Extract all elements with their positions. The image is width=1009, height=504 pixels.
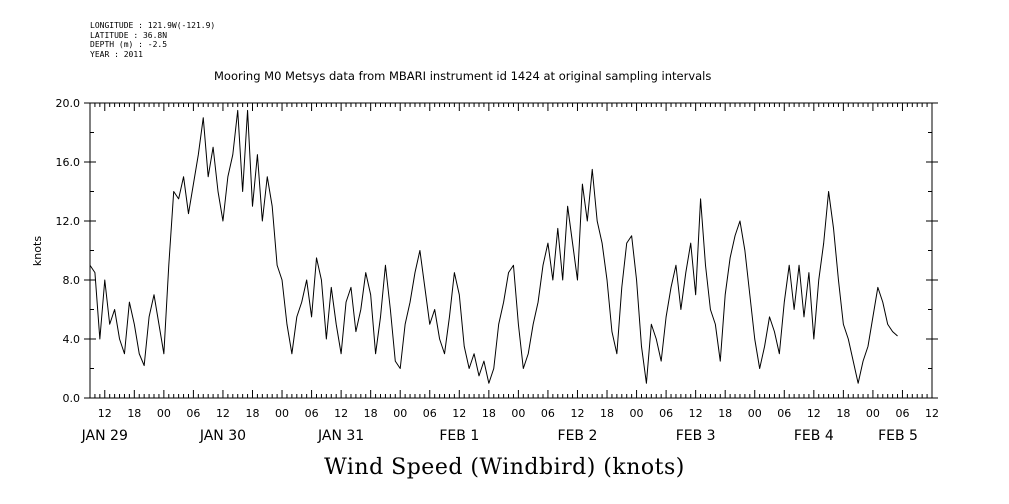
x-hour-label: 12 <box>689 407 703 420</box>
x-hour-label: 06 <box>186 407 200 420</box>
x-hour-label: 18 <box>245 407 259 420</box>
x-hour-label: 18 <box>718 407 732 420</box>
x-hour-label: 12 <box>570 407 584 420</box>
x-hour-label: 18 <box>364 407 378 420</box>
x-day-label: FEB 2 <box>558 428 598 444</box>
y-tick-label: 20.0 <box>56 97 81 110</box>
series-layer <box>89 109 898 384</box>
x-hour-label: 00 <box>511 407 525 420</box>
x-hour-label: 00 <box>866 407 880 420</box>
y-tick-label: 16.0 <box>56 156 81 169</box>
longitude-text: LONGITUDE : 121.9W(-121.9) <box>90 21 216 30</box>
x-hour-label: 18 <box>600 407 614 420</box>
x-hour-label: 18 <box>482 407 496 420</box>
x-hour-label: 18 <box>836 407 850 420</box>
metadata-block: LONGITUDE : 121.9W(-121.9) LATITUDE : 36… <box>90 21 215 59</box>
x-day-label: FEB 3 <box>676 428 716 444</box>
x-day-label: FEB 5 <box>878 428 918 444</box>
x-hour-label: 06 <box>777 407 791 420</box>
x-axis-ticks: 12 18 00 06 12 18 00 06 12 18 00 06 12 18 00 06 12 18 00 06… <box>81 103 939 444</box>
x-day-label: JAN 31 <box>317 428 364 444</box>
x-hour-label: 00 <box>393 407 407 420</box>
x-hour-label: 12 <box>925 407 939 420</box>
chart-axes <box>89 102 933 399</box>
y-tick-label: 8.0 <box>63 274 81 287</box>
y-tick-label: 4.0 <box>63 333 81 346</box>
x-axis-caption: Wind Speed (Windbird) (knots) <box>324 455 685 480</box>
x-hour-label: 06 <box>305 407 319 420</box>
chart-title: Mooring M0 Metsys data from MBARI instru… <box>214 69 712 83</box>
x-hour-label: 12 <box>98 407 112 420</box>
depth-text: DEPTH (m) : -2.5 <box>90 40 168 49</box>
x-hour-label: 00 <box>748 407 762 420</box>
x-hour-label: 00 <box>630 407 644 420</box>
x-day-label: JAN 30 <box>199 428 246 444</box>
wind-speed-series-line <box>89 109 898 384</box>
plot-frame <box>89 102 933 399</box>
x-hour-label: 06 <box>659 407 673 420</box>
x-hour-label: 18 <box>127 407 141 420</box>
year-text: YEAR : 2011 <box>90 49 143 59</box>
x-hour-label: 00 <box>157 407 171 420</box>
x-day-label: FEB 1 <box>439 428 479 444</box>
x-hour-label: 06 <box>423 407 437 420</box>
y-tick-label: 0.0 <box>63 392 81 405</box>
x-hour-label: 06 <box>541 407 555 420</box>
y-axis-label: knots <box>31 236 44 266</box>
x-day-label: JAN 29 <box>81 428 128 444</box>
x-hour-label: 12 <box>216 407 230 420</box>
y-axis-ticks: 0.0 4.0 8.0 12.0 16.0 20.0 <box>56 97 938 405</box>
latitude-text: LATITUDE : 36.8N <box>90 30 168 40</box>
x-hour-label: 00 <box>275 407 289 420</box>
y-tick-label: 12.0 <box>56 215 81 228</box>
x-hour-label: 12 <box>334 407 348 420</box>
x-day-label: FEB 4 <box>794 428 834 444</box>
x-hour-label: 12 <box>807 407 821 420</box>
x-hour-label: 06 <box>895 407 909 420</box>
x-hour-label: 12 <box>452 407 466 420</box>
